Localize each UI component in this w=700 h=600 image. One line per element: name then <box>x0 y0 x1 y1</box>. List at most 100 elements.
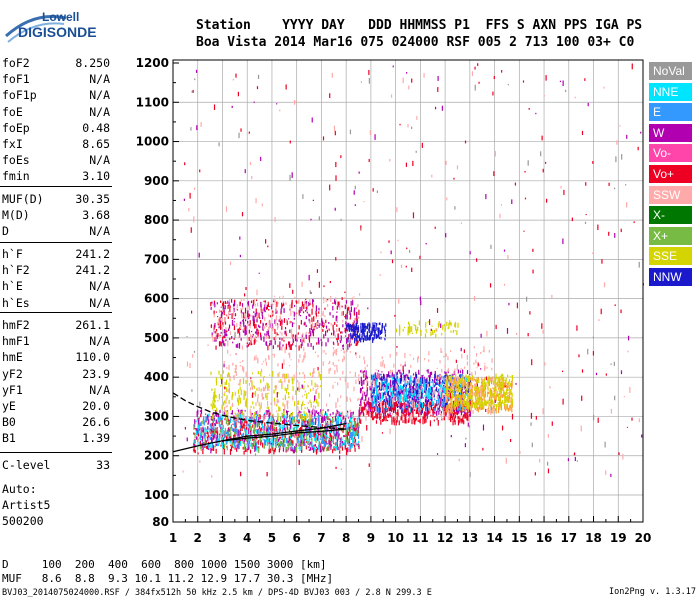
echo-point <box>442 379 444 383</box>
echo-point <box>226 405 229 407</box>
echo-point <box>342 311 344 316</box>
echo-point <box>365 403 367 408</box>
echo-point <box>249 424 251 428</box>
echo-point <box>430 403 432 406</box>
echo-point <box>355 330 357 335</box>
echo-point <box>435 333 437 338</box>
echo-point <box>466 376 468 383</box>
echo-point <box>231 402 234 407</box>
echo-point <box>455 373 457 378</box>
echo-point <box>408 395 411 399</box>
echo-point <box>509 384 512 386</box>
echo-point <box>387 382 390 386</box>
echo-point <box>414 398 416 402</box>
echo-point <box>430 406 432 411</box>
echo-point <box>308 438 310 444</box>
echo-point <box>511 408 513 413</box>
echo-point <box>420 409 422 416</box>
echo-point <box>244 446 246 453</box>
echo-point <box>291 443 293 450</box>
echo-point <box>256 311 258 318</box>
echo-point <box>511 394 513 398</box>
echo-point <box>450 404 452 409</box>
echo-point <box>447 375 449 380</box>
echo-point <box>248 305 250 310</box>
echo-point <box>253 421 256 423</box>
echo-point <box>353 309 355 316</box>
echo-point <box>313 416 316 419</box>
echo-point <box>444 364 446 369</box>
echo-point <box>208 413 210 418</box>
echo-point <box>351 414 353 419</box>
echo-point <box>501 395 503 398</box>
echo-point <box>265 302 267 309</box>
echo-point <box>345 382 347 386</box>
echo-point <box>327 409 329 412</box>
echo-point <box>418 369 420 375</box>
echo-point <box>491 358 493 363</box>
echo-point <box>241 433 243 440</box>
echo-point <box>395 401 397 407</box>
echo-point <box>487 380 489 387</box>
echo-point <box>404 393 406 398</box>
echo-point <box>343 420 345 426</box>
echo-point <box>334 334 336 337</box>
echo-point <box>345 314 347 320</box>
echo-point <box>350 412 352 418</box>
echo-point <box>317 315 319 317</box>
echo-point <box>408 412 410 416</box>
echo-point <box>257 397 259 403</box>
echo-point <box>379 378 381 380</box>
echo-point <box>411 388 413 391</box>
echo-point <box>336 445 338 449</box>
echo-point <box>422 396 425 399</box>
echo-point <box>474 395 477 401</box>
echo-point <box>297 332 299 335</box>
echo-point <box>222 447 225 450</box>
echo-point <box>341 447 344 451</box>
echo-point <box>266 304 268 310</box>
echo-point <box>335 411 337 414</box>
echo-points <box>182 63 644 478</box>
echo-point <box>428 381 431 387</box>
echo-point <box>308 438 311 441</box>
echo-point <box>304 422 306 426</box>
echo-point <box>344 444 346 448</box>
echo-point <box>349 419 351 424</box>
echo-point <box>505 384 508 389</box>
echo-point <box>277 372 279 377</box>
echo-point <box>289 308 291 311</box>
echo-point <box>362 325 364 330</box>
echo-point <box>366 376 369 379</box>
echo-point <box>320 417 323 424</box>
echo-point <box>233 321 236 323</box>
echo-point <box>206 417 208 419</box>
echo-point <box>461 379 464 383</box>
echo-point <box>486 401 489 404</box>
echo-point <box>473 378 476 381</box>
echo-point <box>303 347 305 352</box>
echo-point <box>357 426 359 432</box>
echo-point <box>345 321 347 323</box>
echo-point <box>419 382 421 387</box>
echo-point <box>260 439 263 444</box>
echo-point <box>351 324 353 327</box>
echo-point <box>499 403 501 410</box>
echo-point <box>301 301 304 307</box>
echo-point <box>309 334 311 337</box>
echo-point <box>448 322 450 329</box>
echo-point <box>473 376 475 382</box>
echo-point <box>298 440 301 445</box>
echo-point <box>503 383 505 389</box>
echo-point <box>440 382 442 386</box>
echo-point <box>442 407 444 412</box>
echo-point <box>234 412 236 415</box>
echo-point <box>309 388 312 392</box>
echo-point <box>421 409 424 411</box>
echo-point <box>356 318 358 325</box>
echo-point <box>322 311 324 317</box>
echo-point <box>400 405 402 410</box>
echo-point <box>345 300 348 304</box>
echo-point <box>228 399 230 405</box>
echo-point <box>446 401 448 405</box>
